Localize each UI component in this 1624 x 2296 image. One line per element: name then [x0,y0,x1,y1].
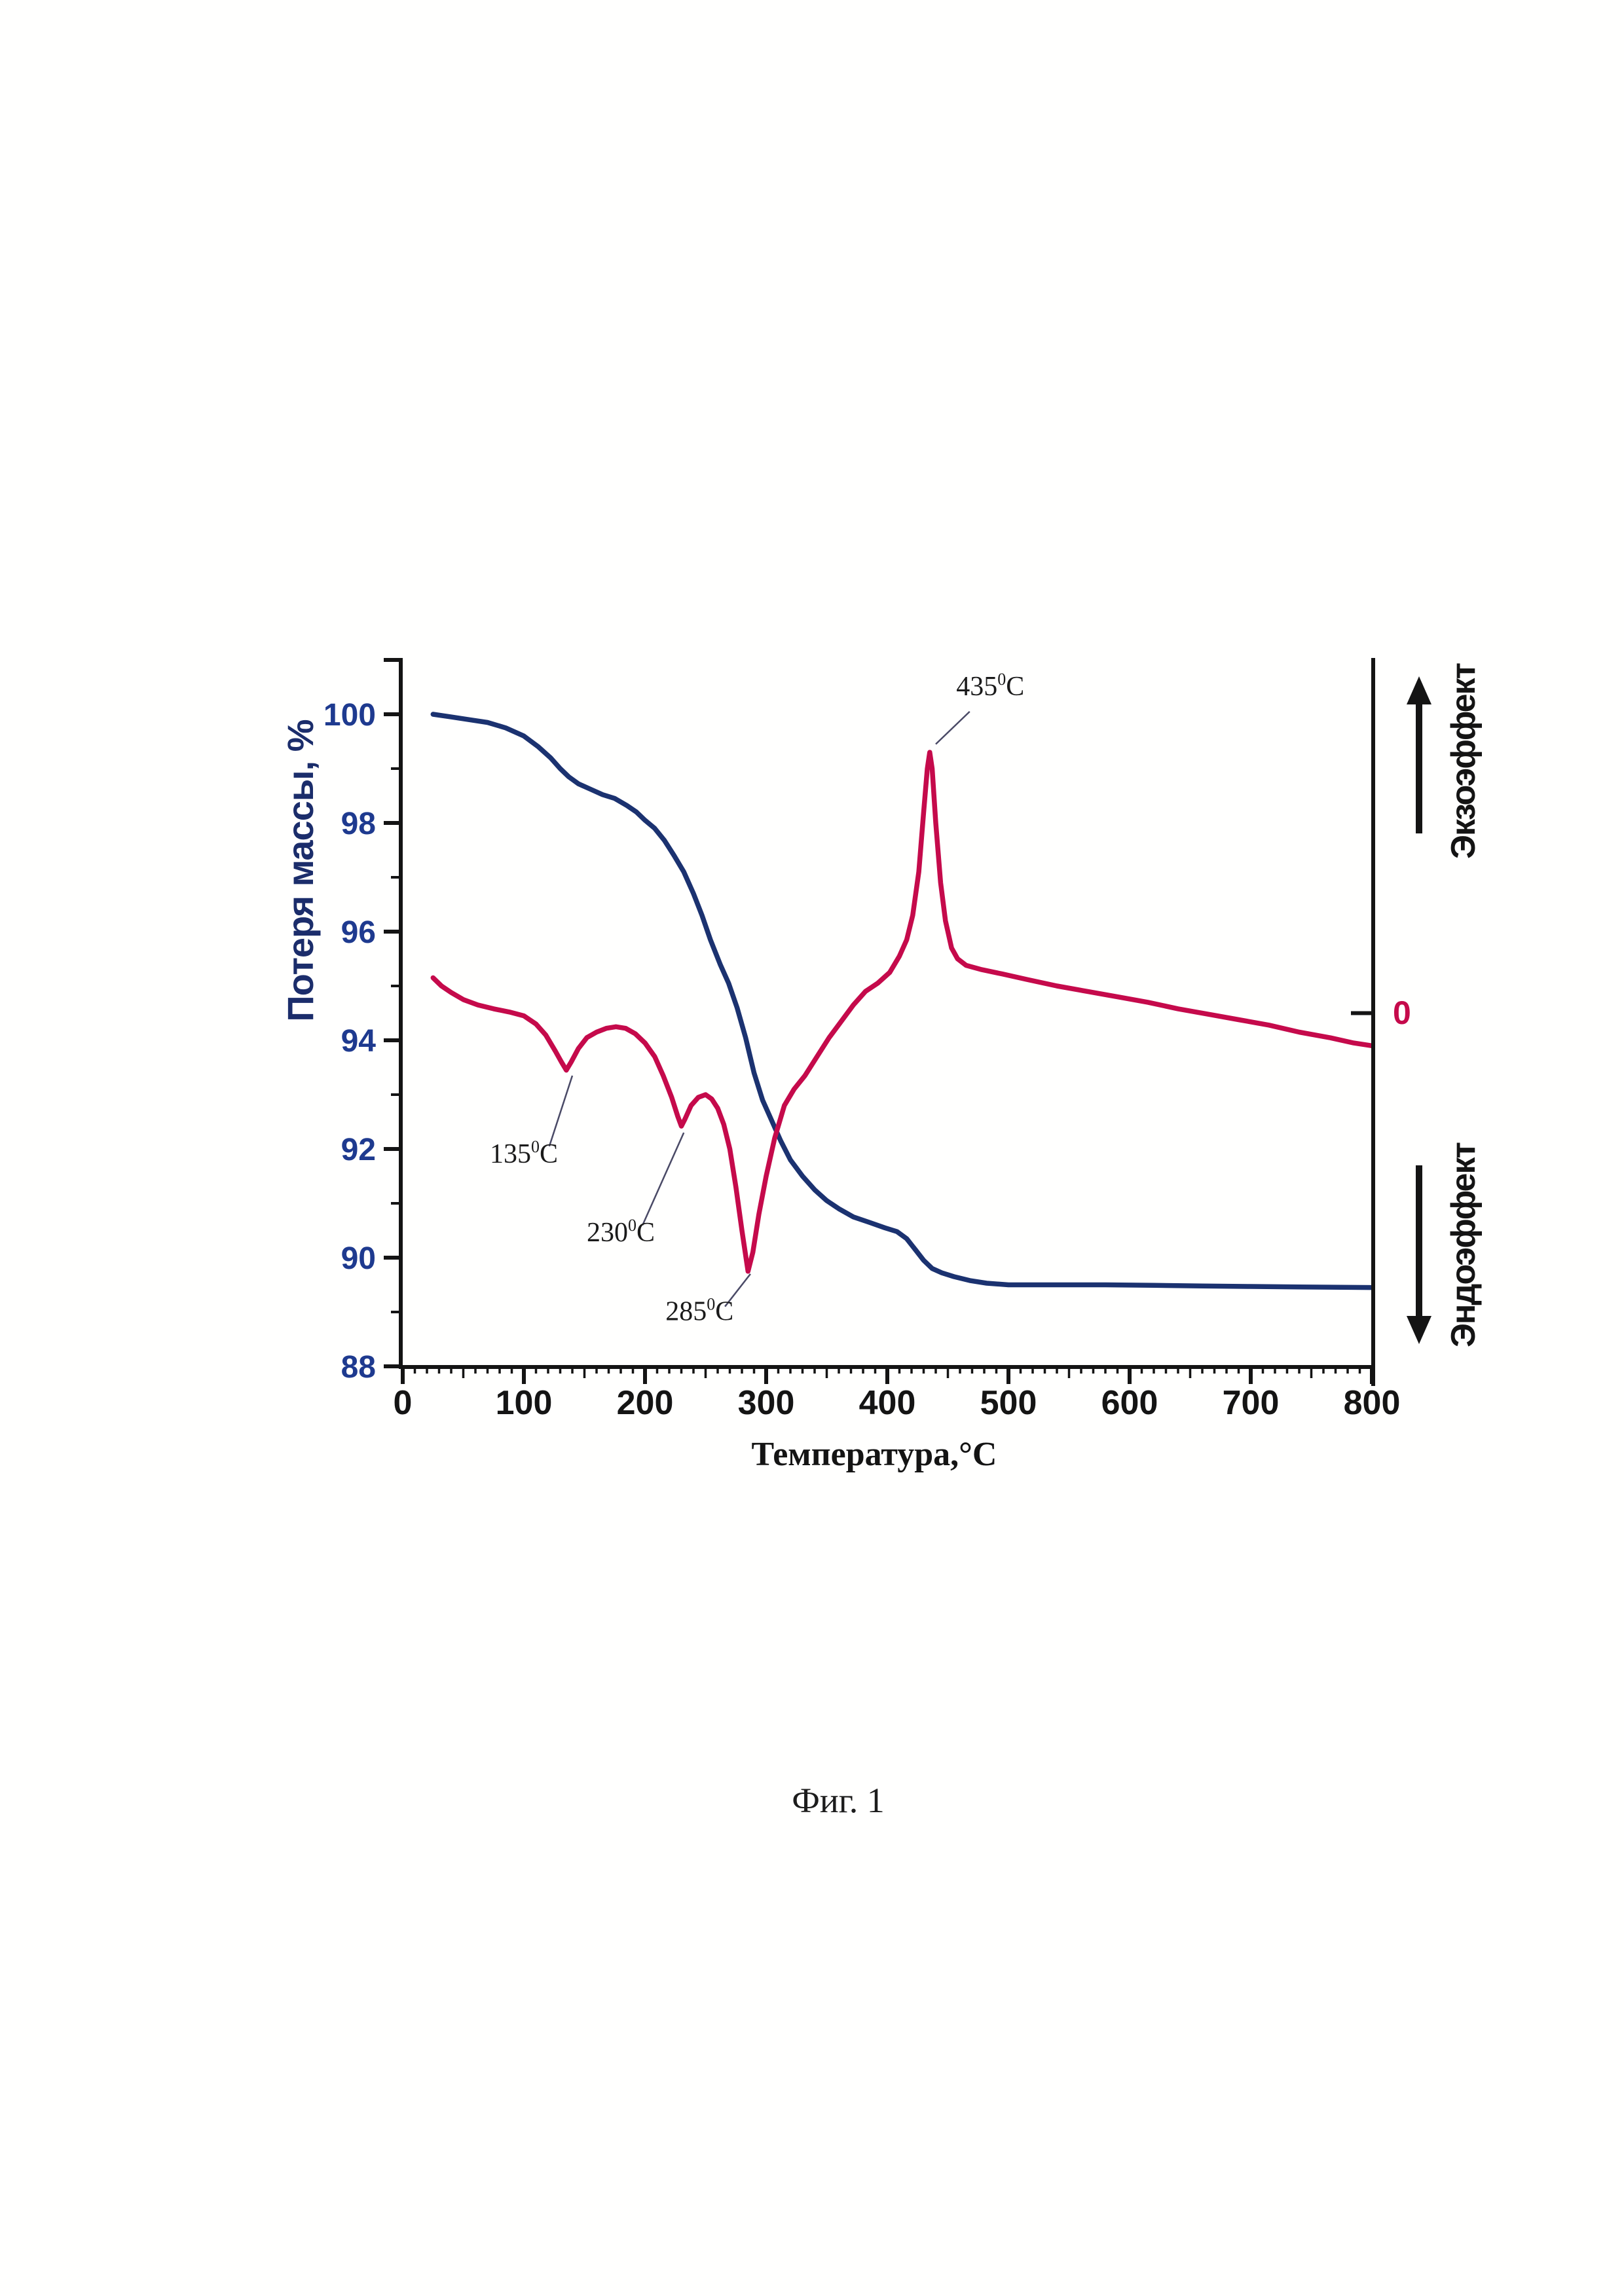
annotation-label: 2300C [587,1216,655,1248]
exo-up-arrow [1407,676,1431,833]
annotations: 1350C 2300C 2850C 4350C [490,670,1024,1327]
annotation-label: 1350C [490,1137,558,1169]
x-tick-label: 0 [394,1384,413,1422]
annotation-label: 4350C [956,670,1024,702]
x-tick-label: 300 [738,1384,795,1422]
y-tick-label: 96 [341,915,376,950]
x-tick-label: 400 [859,1384,916,1422]
x-tick-label: 200 [617,1384,674,1422]
annotation-leader-line [642,1132,685,1226]
y-tick-label: 92 [341,1133,376,1167]
y-tick-label: 100 [323,698,376,733]
y-axis-title: Потеря массы, % [280,720,321,1021]
x-tick-label: 600 [1101,1384,1158,1422]
x-tick-label: 100 [496,1384,553,1422]
y-tick-label: 88 [341,1350,376,1385]
dta-zero-label: 0 [1393,994,1411,1031]
dta-curve [430,750,1375,1274]
annotation-label: 2850C [665,1294,733,1326]
annotation-leader-line [724,1273,751,1307]
y-tick-label: 98 [341,807,376,841]
y-tick-label: 94 [341,1024,377,1059]
x-axis-ticks: 0 100 200 300 400 500 600 700 800 [394,1367,1401,1422]
x-tick-label: 800 [1344,1384,1401,1422]
dta-right-axis [1351,658,1375,1386]
endo-down-arrow [1407,1165,1431,1344]
x-axis-title: Температура,°С [752,1436,997,1473]
annotation-leader-line [548,1075,574,1147]
figure-caption: Фиг. 1 [792,1781,885,1820]
axes [399,658,1373,1369]
tg-curve [430,712,1375,1290]
curves [430,712,1375,1290]
y-axis-ticks: 100 98 96 94 92 90 88 [323,658,401,1385]
annotation-leader-line [935,710,970,745]
x-tick-label: 500 [980,1384,1037,1422]
y-tick-label: 90 [341,1241,376,1276]
endo-effect-label: Эндоэффект [1445,1142,1483,1347]
exo-effect-label: Экзоэффект [1445,663,1483,859]
x-tick-label: 700 [1223,1384,1280,1422]
